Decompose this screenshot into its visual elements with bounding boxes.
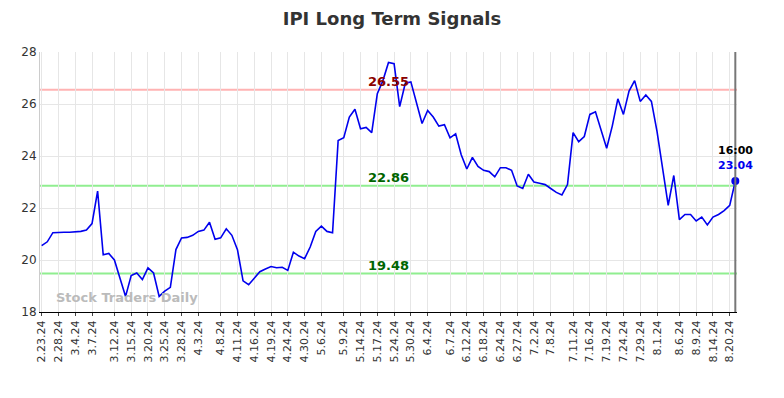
svg-text:5.14.24: 5.14.24 (354, 320, 367, 362)
svg-text:4.11.24: 4.11.24 (231, 320, 244, 362)
svg-text:22.86: 22.86 (368, 170, 409, 185)
svg-text:4.24.24: 4.24.24 (281, 320, 294, 362)
svg-text:4.30.24: 4.30.24 (298, 320, 311, 362)
svg-text:26.55: 26.55 (368, 74, 409, 89)
svg-text:8.6.24: 8.6.24 (673, 320, 686, 355)
svg-text:4.3.24: 4.3.24 (192, 320, 205, 355)
svg-text:16:00: 16:00 (718, 144, 753, 157)
svg-text:5.24.24: 5.24.24 (388, 320, 401, 362)
svg-text:3.7.24: 3.7.24 (86, 320, 99, 355)
svg-text:IPI Long Term Signals: IPI Long Term Signals (283, 8, 502, 29)
svg-text:6.27.24: 6.27.24 (511, 320, 524, 362)
svg-text:24: 24 (21, 149, 36, 163)
svg-text:28: 28 (21, 45, 36, 59)
svg-text:6.7.24: 6.7.24 (444, 320, 457, 355)
svg-text:8.9.24: 8.9.24 (690, 320, 703, 355)
svg-text:8.14.24: 8.14.24 (707, 320, 720, 362)
svg-text:3.28.24: 3.28.24 (175, 320, 188, 362)
svg-text:7.29.24: 7.29.24 (634, 320, 647, 362)
svg-text:22: 22 (21, 201, 36, 215)
svg-text:26: 26 (21, 97, 36, 111)
svg-text:6.18.24: 6.18.24 (477, 320, 490, 362)
svg-text:5.30.24: 5.30.24 (404, 320, 417, 362)
svg-text:6.4.24: 6.4.24 (421, 320, 434, 355)
svg-text:3.15.24: 3.15.24 (125, 320, 138, 362)
svg-text:6.12.24: 6.12.24 (460, 320, 473, 362)
svg-text:7.24.24: 7.24.24 (617, 320, 630, 362)
svg-text:4.19.24: 4.19.24 (265, 320, 278, 362)
svg-text:4.8.24: 4.8.24 (214, 320, 227, 355)
svg-text:8.20.24: 8.20.24 (723, 320, 736, 362)
svg-text:Stock Traders Daily: Stock Traders Daily (56, 290, 198, 305)
svg-text:20: 20 (21, 253, 36, 267)
svg-text:2.23.24: 2.23.24 (35, 320, 48, 362)
svg-text:5.9.24: 5.9.24 (337, 320, 350, 355)
svg-text:6.24.24: 6.24.24 (494, 320, 507, 362)
svg-text:3.12.24: 3.12.24 (108, 320, 121, 362)
svg-text:23.04: 23.04 (718, 159, 753, 172)
svg-text:7.8.24: 7.8.24 (544, 320, 557, 355)
svg-text:7.2.24: 7.2.24 (528, 320, 541, 355)
svg-text:18: 18 (21, 305, 36, 319)
svg-text:8.1.24: 8.1.24 (651, 320, 664, 355)
svg-text:3.25.24: 3.25.24 (158, 320, 171, 362)
svg-text:19.48: 19.48 (368, 258, 409, 273)
svg-text:4.16.24: 4.16.24 (248, 320, 261, 362)
svg-text:5.17.24: 5.17.24 (371, 320, 384, 362)
svg-text:7.16.24: 7.16.24 (583, 320, 596, 362)
svg-text:3.4.24: 3.4.24 (69, 320, 82, 355)
svg-text:5.6.24: 5.6.24 (315, 320, 328, 355)
svg-text:7.19.24: 7.19.24 (600, 320, 613, 362)
svg-text:3.20.24: 3.20.24 (142, 320, 155, 362)
svg-text:2.28.24: 2.28.24 (52, 320, 65, 362)
svg-text:7.11.24: 7.11.24 (567, 320, 580, 362)
